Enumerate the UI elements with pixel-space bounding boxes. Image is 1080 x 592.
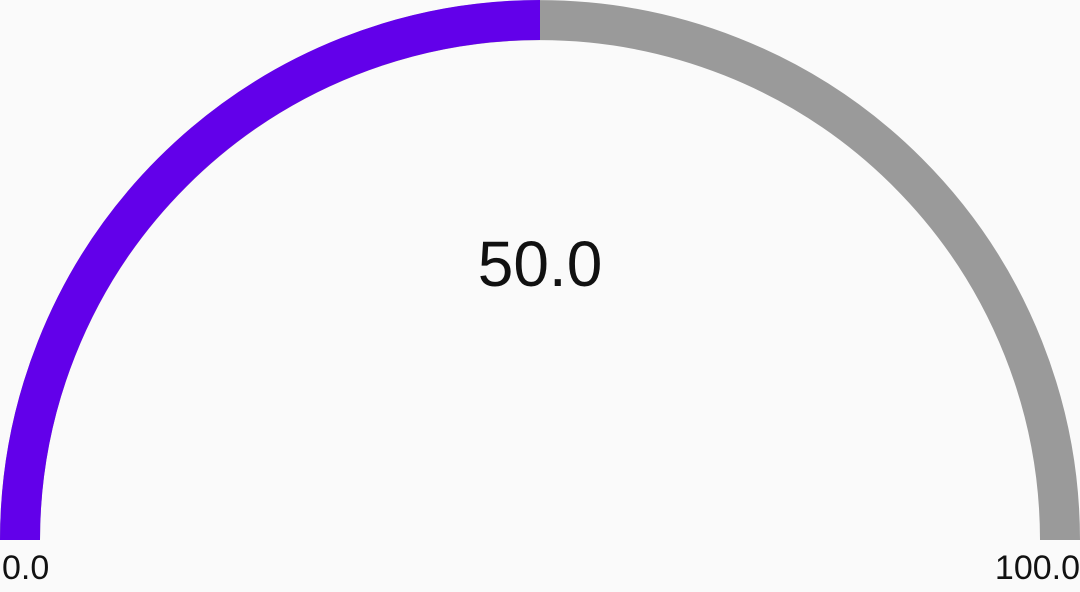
gauge-min-label: 0.0 [2, 549, 50, 587]
gauge-value-text: 50.0 [477, 228, 603, 300]
gauge-max-label: 100.0 [994, 549, 1080, 587]
gauge-filled-arc [0, 0, 541, 541]
